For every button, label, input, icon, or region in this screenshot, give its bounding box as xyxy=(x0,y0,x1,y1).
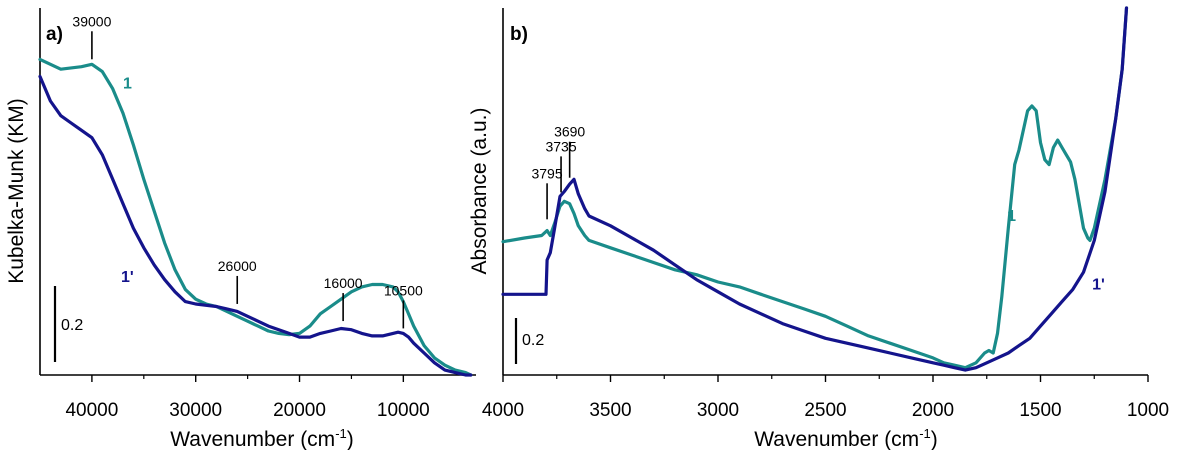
panel-a-series-label: 1 xyxy=(123,76,132,93)
panel-b-ticks: 4000 3500 3000 2500 2000 1500 1000 xyxy=(482,375,1169,421)
panel-b-series-label: 1 xyxy=(1007,208,1016,225)
panel-b-series-line-sample-1 xyxy=(501,6,1129,370)
panel-a-y-axis-title: Kubelka-Munk (KM) xyxy=(5,98,28,284)
panel-a-scale-label: 0.2 xyxy=(61,317,83,334)
panel-b: b) Absorbance (a.u.) Wavenumber (cm-1) 0… xyxy=(468,6,1169,450)
panel-a-annotation-label: 26000 xyxy=(218,258,257,274)
panel-a-x-axis-title-close: ) xyxy=(347,428,354,450)
panel-b-x-tick-label: 3000 xyxy=(697,400,739,421)
panel-b-x-tick-label: 2000 xyxy=(912,400,954,421)
panel-a-ticks: 40000 30000 20000 10000 xyxy=(65,375,430,421)
panel-a-annotation-label: 16000 xyxy=(324,275,363,291)
panel-a-series-line-sample-1 xyxy=(38,57,473,377)
panel-b-series-line-sample-1-prime xyxy=(501,6,1129,372)
panel-a-annotation-label: 10500 xyxy=(384,282,423,298)
panel-b-annotation-label: 3690 xyxy=(554,124,585,140)
panel-b-annotation-label: 3795 xyxy=(531,165,562,181)
panel-b-label: b) xyxy=(510,24,528,45)
panel-b-x-tick-label: 1000 xyxy=(1127,400,1169,421)
panel-a-series-line-sample-1-prime xyxy=(38,74,473,377)
panel-b-y-axis-title: Absorbance (a.u.) xyxy=(468,108,491,275)
panel-a-label: a) xyxy=(46,24,63,45)
panel-a: a) Kubelka-Munk (KM) Wavenumber (cm-1) 0… xyxy=(5,8,476,450)
panel-b-x-axis-title: Wavenumber (cm-1) xyxy=(754,426,938,450)
panel-a-x-tick-label: 40000 xyxy=(65,400,118,421)
panel-b-x-tick-label: 1500 xyxy=(1019,400,1061,421)
panel-a-series-label: 1' xyxy=(121,269,134,286)
panel-a-x-axis-title-main: Wavenumber (cm xyxy=(170,428,335,450)
panel-b-x-tick-label: 4000 xyxy=(482,400,524,421)
panel-a-x-axis-title-sup: -1 xyxy=(335,426,347,441)
panel-b-series-label: 1' xyxy=(1092,276,1105,293)
panel-b-x-axis-title-close: ) xyxy=(931,428,938,450)
panel-a-x-tick-label: 10000 xyxy=(377,400,430,421)
panel-a-x-tick-label: 20000 xyxy=(273,400,326,421)
panel-a-x-tick-label: 30000 xyxy=(169,400,222,421)
panel-b-annotation-label: 3735 xyxy=(545,138,576,154)
panel-a-x-axis-title: Wavenumber (cm-1) xyxy=(170,426,354,450)
panel-b-x-axis-title-sup: -1 xyxy=(919,426,931,441)
panel-b-x-tick-label: 3500 xyxy=(589,400,631,421)
panel-a-plot: 39000 26000 16000 10500 1 1' xyxy=(38,13,473,377)
panel-b-scale-label: 0.2 xyxy=(522,332,544,349)
panel-a-annotation-label: 39000 xyxy=(72,13,111,29)
panel-b-x-axis-title-main: Wavenumber (cm xyxy=(754,428,919,450)
panel-b-x-tick-label: 2500 xyxy=(804,400,846,421)
